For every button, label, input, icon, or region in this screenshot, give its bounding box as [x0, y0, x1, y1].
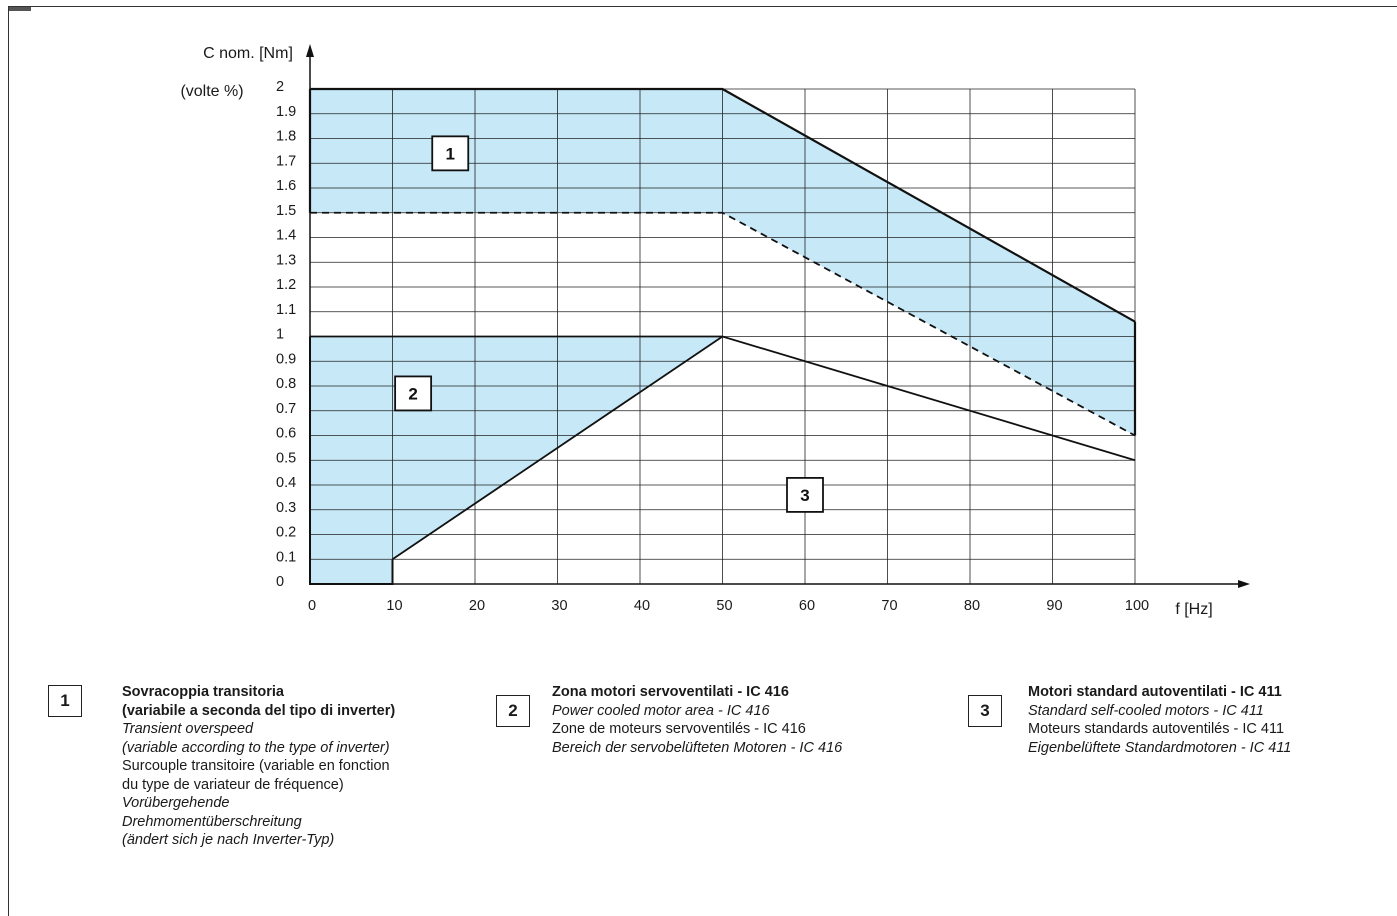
y-tick-label-1.2: 1.2 [276, 277, 296, 293]
y-tick-label-1.5: 1.5 [276, 203, 296, 219]
legend-1-line-1: Sovracoppia transitoria [122, 684, 284, 700]
legend-text-2: Zona motori servoventilati - IC 416 Power… [552, 683, 842, 757]
x-tick-label-20: 20 [469, 598, 485, 614]
torque-frequency-chart: 0 10 20 30 40 50 60 70 80 90 100 0 0.1 0.2 0.3 0.4 0.5 0.… [180, 44, 1250, 618]
legend-1-line-4: (variable according to the type of inver… [122, 739, 390, 756]
zone-label-1: 1 [446, 144, 455, 163]
y-tick-label-1.1: 1.1 [276, 302, 296, 318]
legend-text-3: Motori standard autoventilati - IC 411 St… [1028, 683, 1291, 757]
y-tick-label-0.8: 0.8 [276, 376, 296, 392]
curve-line-2 [391, 335, 724, 560]
y-tick-label-0.6: 0.6 [276, 426, 296, 442]
y-tick-label-0.1: 0.1 [276, 549, 296, 565]
zone-box-1 [431, 135, 470, 172]
y-tick-label-1.6: 1.6 [276, 178, 296, 194]
y-tick-label-1.9: 1.9 [276, 104, 296, 120]
legend-3-line-4: Eigenbelüftete Standardmotoren - IC 411 [1028, 739, 1292, 756]
legend-2-line-1: Zona motori servoventilati - IC 416 [552, 684, 789, 700]
figure-frame [8, 6, 1397, 916]
region-2-outline [309, 336, 394, 585]
x-tick-label-0: 0 [308, 598, 316, 614]
zone-box-3 [786, 476, 824, 513]
zone-label-2: 2 [408, 384, 417, 403]
legend-2-line-4: Bereich der servobelüfteten Motoren - IC… [552, 739, 843, 756]
y-tick-label-0: 0 [276, 574, 284, 590]
y-tick-label-0.9: 0.9 [276, 351, 296, 367]
y-tick-label-0.7: 0.7 [276, 401, 296, 417]
legend-1-line-2: (variabile a seconda del tipo di inverte… [122, 702, 396, 719]
legend-1-line-7: Vorübergehende [122, 795, 230, 811]
legend-1-line-3: Transient overspeed [122, 721, 254, 737]
legend-3-line-2: Standard self-cooled motors - IC 411 [1028, 702, 1264, 719]
x-axis-label: f [Hz] [1175, 601, 1212, 618]
y-tick-label-1.8: 1.8 [276, 129, 296, 145]
x-tick-label-60: 60 [799, 598, 815, 614]
x-tick-label-70: 70 [881, 598, 897, 614]
legend-1-line-6: du type de variateur de fréquence) [122, 776, 344, 793]
legend-3-line-1: Motori standard autoventilati - IC 411 [1028, 684, 1282, 700]
region-1-upper-line [310, 87, 1136, 323]
legend-1-line-5: Surcouple transitoire (variable en fonct… [122, 758, 390, 774]
legend-3-line-3: Moteurs standards autoventilés - IC 411 [1028, 721, 1285, 737]
y-tick-label-0.5: 0.5 [276, 450, 296, 466]
y-axis-arrow [306, 44, 314, 57]
x-tick-label-80: 80 [964, 598, 980, 614]
x-tick-label-100: 100 [1125, 598, 1149, 614]
y-axis-label: C nom. [Nm] [203, 45, 293, 62]
y-axis-sublabel: (volte %) [180, 83, 243, 100]
y-tick-label-0.4: 0.4 [276, 475, 296, 491]
y-tick-label-1.4: 1.4 [276, 228, 296, 244]
legend-number-box-2: 2 [496, 695, 530, 727]
y-tick-label-1: 1 [276, 327, 284, 343]
zone-label-3: 3 [800, 486, 809, 505]
x-tick-label-50: 50 [716, 598, 732, 614]
frame-corner-mark [9, 7, 31, 11]
legend-2-line-3: Zone de moteurs servoventilés - IC 416 [552, 721, 806, 737]
y-tick-label-0.3: 0.3 [276, 500, 296, 516]
y-tick-label-1.7: 1.7 [276, 153, 296, 169]
legend-number-box-1: 1 [48, 685, 82, 717]
legend-1-line-9: (ändert sich je nach Inverter-Typ) [122, 832, 335, 848]
x-tick-label-10: 10 [386, 598, 402, 614]
y-tick-label-2: 2 [276, 79, 284, 95]
zone-box-2 [394, 375, 433, 412]
legend-text-1: Sovracoppia transitoria (variabile a seco… [122, 683, 395, 850]
x-tick-label-30: 30 [551, 598, 567, 614]
x-tick-label-40: 40 [634, 598, 650, 614]
y-tick-label-0.2: 0.2 [276, 525, 296, 541]
legend-2-line-2: Power cooled motor area - IC 416 [552, 702, 770, 719]
y-tick-label-1.3: 1.3 [276, 252, 296, 268]
legend-number-box-3: 3 [968, 695, 1002, 727]
x-tick-label-90: 90 [1046, 598, 1062, 614]
region-1-fill [310, 89, 1135, 436]
region-1-lower-dashed-line [310, 211, 1136, 437]
x-axis-arrow [1238, 580, 1250, 588]
legend-1-line-8: Drehmomentüberschreitung [122, 813, 302, 830]
